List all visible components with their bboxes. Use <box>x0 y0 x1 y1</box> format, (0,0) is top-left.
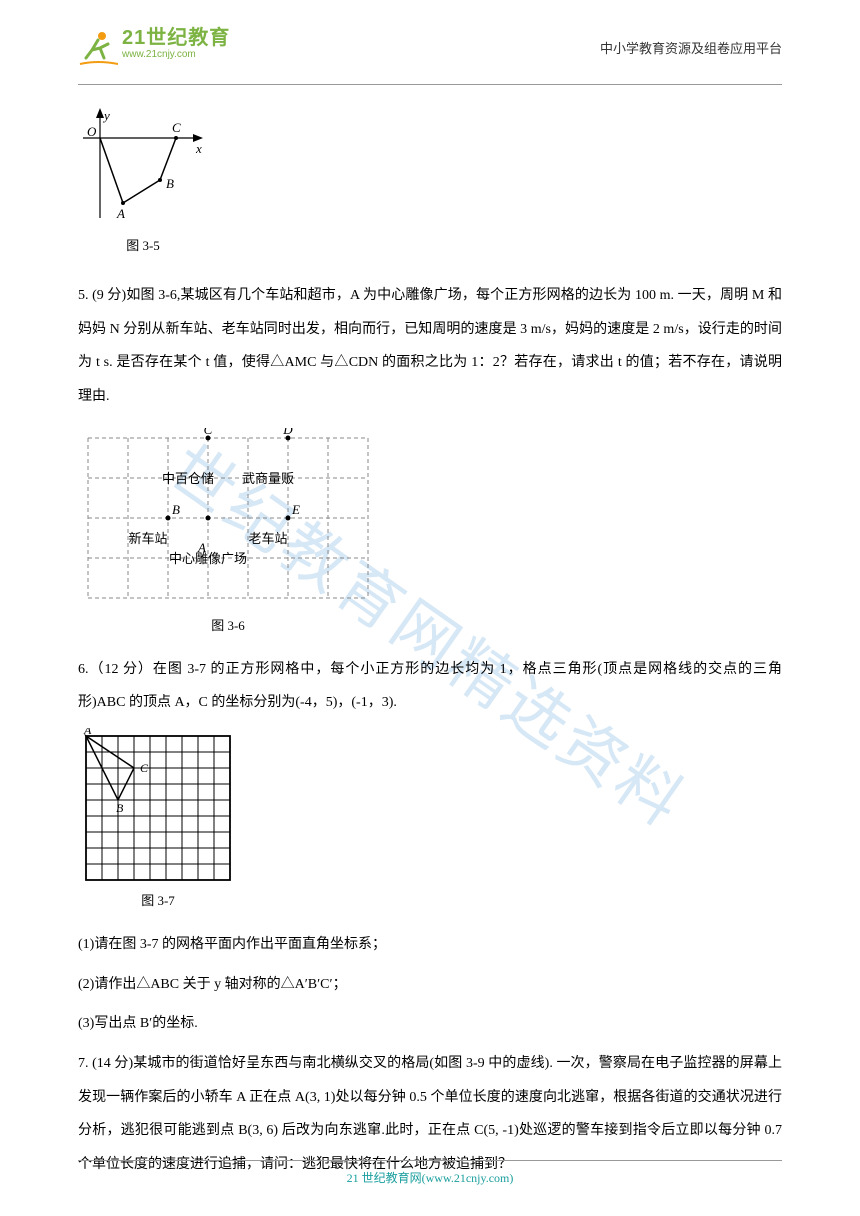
question-6-text: 6.（12 分）在图 3-7 的正方形网格中，每个小正方形的边长均为 1，格点三… <box>78 653 782 720</box>
figure-3-6-svg: CD中百仓储武商量贩BE新车站A老车站中心雕像广场 <box>78 428 378 608</box>
svg-text:y: y <box>102 108 110 123</box>
figure-3-6: CD中百仓储武商量贩BE新车站A老车站中心雕像广场 图 3-6 <box>78 428 378 641</box>
svg-text:C: C <box>204 428 213 437</box>
brand-logo: 21世纪教育 www.21cnjy.com <box>78 28 230 68</box>
svg-text:D: D <box>282 428 293 437</box>
brand-name-cn: 21世纪教育 <box>122 28 230 48</box>
svg-text:A: A <box>83 728 92 737</box>
question-6-sub3: (3)写出点 B′的坐标. <box>78 1007 782 1041</box>
svg-text:B: B <box>172 502 180 517</box>
page-header: 21世纪教育 www.21cnjy.com 中小学教育资源及组卷应用平台 <box>78 28 782 84</box>
figure-3-5: O y x A B C 图 3-5 <box>78 108 208 261</box>
svg-text:C: C <box>172 120 181 135</box>
question-6-sub2: (2)请作出△ABC 关于 y 轴对称的△A′B′C′； <box>78 968 782 1002</box>
brand-text: 21世纪教育 www.21cnjy.com <box>122 28 230 60</box>
svg-text:武商量贩: 武商量贩 <box>242 471 294 486</box>
svg-text:E: E <box>291 502 300 517</box>
svg-text:C: C <box>140 761 149 775</box>
brand-url: www.21cnjy.com <box>122 50 230 60</box>
runner-icon <box>78 28 118 68</box>
svg-text:B: B <box>116 801 124 815</box>
svg-text:B: B <box>166 176 174 191</box>
figure-3-7: A B C 图 3-7 <box>78 728 238 916</box>
question-5-text: 5. (9 分)如图 3-6,某城区有几个车站和超市，A 为中心雕像广场，每个正… <box>78 279 782 413</box>
figure-3-5-caption: 图 3-5 <box>78 230 208 261</box>
figure-3-7-svg: A B C <box>78 728 238 883</box>
svg-text:新车站: 新车站 <box>128 531 167 546</box>
header-divider <box>78 84 782 85</box>
svg-text:中百仓储: 中百仓储 <box>162 471 214 486</box>
header-tagline: 中小学教育资源及组卷应用平台 <box>600 28 782 57</box>
figure-3-6-caption: 图 3-6 <box>78 610 378 641</box>
svg-text:中心雕像广场: 中心雕像广场 <box>169 551 247 566</box>
question-6-sub1: (1)请在图 3-7 的网格平面内作出平面直角坐标系； <box>78 928 782 962</box>
svg-text:x: x <box>195 141 202 156</box>
figure-3-5-svg: O y x A B C <box>78 108 208 228</box>
figure-3-7-caption: 图 3-7 <box>78 885 238 916</box>
page-footer: 21 世纪教育网(www.21cnjy.com) <box>78 1160 782 1186</box>
svg-text:A: A <box>116 206 125 221</box>
svg-text:O: O <box>87 124 97 139</box>
page-content: O y x A B C 图 3-5 5. (9 分)如图 3-6,某城区有几个车… <box>78 100 782 1187</box>
svg-text:老车站: 老车站 <box>248 531 287 546</box>
